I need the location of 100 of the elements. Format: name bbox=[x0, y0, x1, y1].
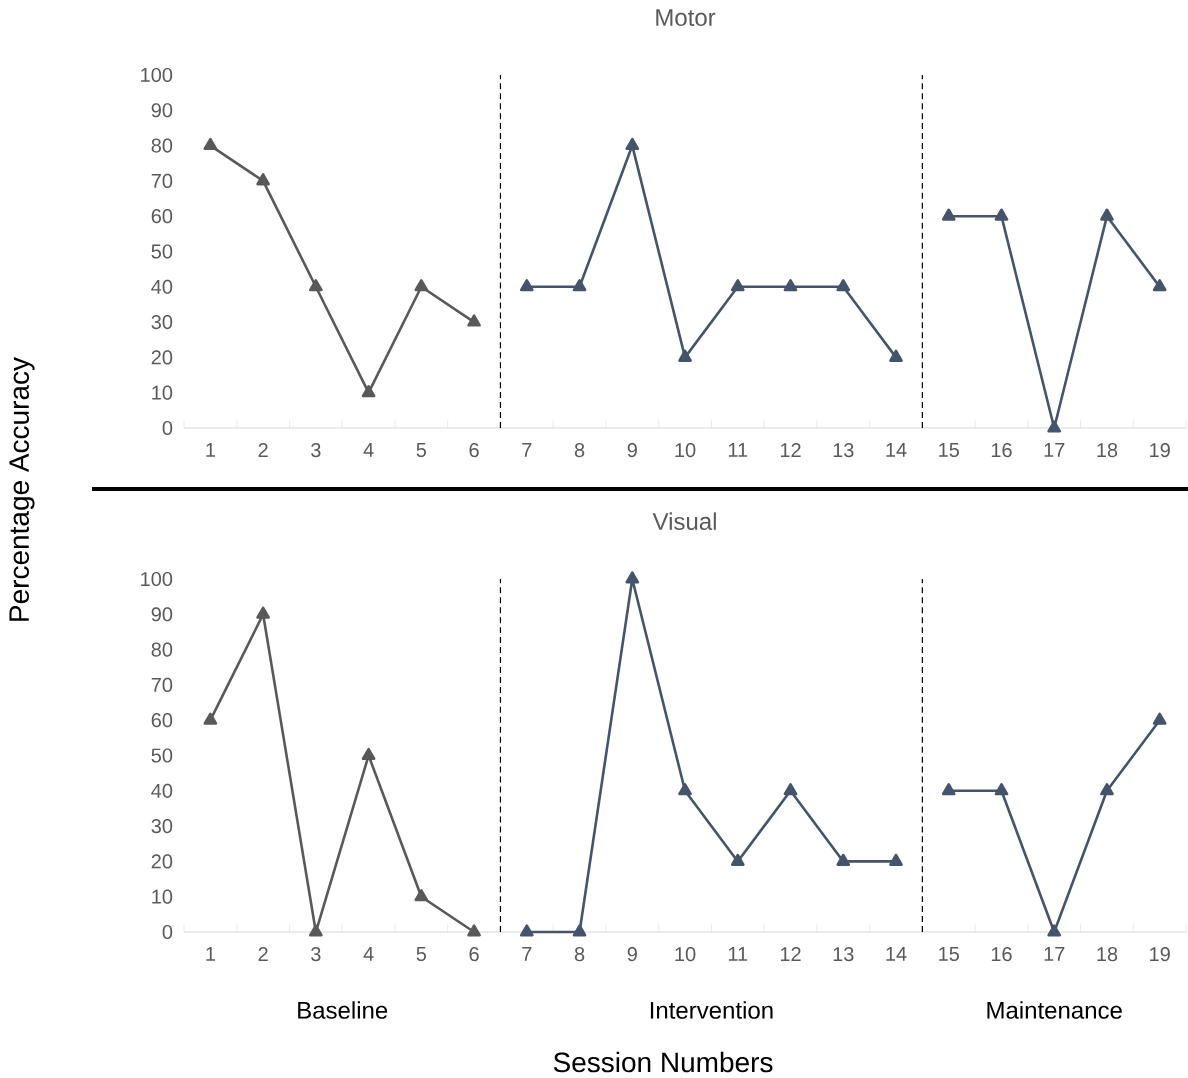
x-tick-label: 19 bbox=[1150, 947, 1170, 962]
point bbox=[625, 137, 640, 151]
point bbox=[361, 747, 376, 760]
point bbox=[994, 783, 1009, 796]
point bbox=[836, 279, 851, 292]
point bbox=[519, 924, 534, 937]
x-axis-title: Session Numbers bbox=[553, 1051, 773, 1073]
chart-title: Visual bbox=[652, 512, 716, 531]
point bbox=[361, 384, 376, 398]
point bbox=[783, 279, 798, 292]
point bbox=[678, 783, 692, 796]
x-tick-label: 3 bbox=[311, 443, 321, 458]
x-tick-label: 10 bbox=[675, 947, 696, 962]
x-tick-label: 15 bbox=[939, 947, 960, 961]
x-tick-label: 14 bbox=[886, 443, 907, 457]
x-tick-label: 1 bbox=[206, 443, 215, 457]
point bbox=[467, 924, 481, 937]
y-axis-title: Percentage Accuracy bbox=[9, 357, 35, 621]
point bbox=[1152, 279, 1167, 292]
x-tick-label: 18 bbox=[1097, 947, 1118, 962]
y-tick-label: 80 bbox=[151, 642, 173, 657]
point bbox=[1047, 420, 1062, 433]
y-tick-label: 50 bbox=[151, 244, 173, 259]
y-tick-label: 90 bbox=[151, 607, 173, 622]
x-tick-label: 3 bbox=[311, 947, 321, 962]
point bbox=[414, 889, 429, 902]
x-tick-label: 7 bbox=[522, 443, 532, 457]
y-tick-label: 40 bbox=[151, 279, 173, 294]
point bbox=[836, 853, 851, 866]
y-tick-label: 90 bbox=[151, 103, 173, 118]
x-tick-label: 1 bbox=[206, 947, 215, 961]
point bbox=[678, 349, 692, 362]
text: Baseline bbox=[298, 1001, 388, 1019]
point bbox=[1100, 208, 1114, 221]
x-tick-label: 13 bbox=[833, 443, 854, 458]
x-tick-label: 14 bbox=[886, 947, 907, 961]
x-tick-label: 5 bbox=[416, 443, 427, 457]
point bbox=[730, 853, 745, 866]
text: Intervention bbox=[650, 1001, 773, 1019]
x-tick-label: 18 bbox=[1097, 443, 1118, 458]
point bbox=[572, 279, 587, 292]
x-tick-label: 6 bbox=[469, 443, 479, 458]
x-tick-label: 11 bbox=[728, 443, 748, 457]
x-tick-label: 4 bbox=[363, 443, 374, 457]
point bbox=[994, 208, 1009, 221]
x-tick-label: 9 bbox=[627, 443, 637, 458]
x-tick-label: 17 bbox=[1044, 443, 1065, 457]
x-tick-label: 9 bbox=[627, 947, 637, 962]
x-tick-label: 8 bbox=[574, 443, 585, 458]
x-tick-label: 4 bbox=[363, 947, 374, 961]
y-tick-label: 100 bbox=[141, 571, 173, 587]
y-tick-label: 40 bbox=[151, 783, 173, 798]
point bbox=[1152, 712, 1167, 725]
x-tick-label: 16 bbox=[991, 443, 1012, 458]
text: Maintenance bbox=[987, 1001, 1122, 1019]
x-tick-label: 17 bbox=[1044, 947, 1065, 961]
point bbox=[625, 571, 640, 584]
x-tick-label: 7 bbox=[522, 947, 532, 961]
point bbox=[309, 924, 323, 937]
y-tick-label: 60 bbox=[151, 713, 173, 728]
point bbox=[309, 279, 323, 292]
point bbox=[783, 783, 798, 796]
chart-title: Motor bbox=[656, 9, 716, 26]
x-tick-label: 5 bbox=[416, 947, 427, 961]
point bbox=[941, 783, 956, 796]
point bbox=[519, 279, 534, 292]
point bbox=[203, 712, 218, 725]
y-tick-label: 10 bbox=[152, 385, 173, 400]
y-tick-label: 0 bbox=[162, 420, 173, 436]
y-tick-label: 20 bbox=[151, 854, 173, 869]
point bbox=[1047, 924, 1062, 937]
x-tick-label: 11 bbox=[728, 947, 748, 961]
x-tick-label: 16 bbox=[991, 947, 1012, 962]
y-tick-label: 0 bbox=[162, 924, 173, 940]
point bbox=[889, 853, 903, 866]
y-tick-label: 30 bbox=[151, 315, 173, 330]
y-tick-label: 60 bbox=[151, 209, 173, 224]
x-tick-label: 8 bbox=[574, 947, 585, 962]
x-tick-label: 12 bbox=[780, 443, 801, 457]
point bbox=[889, 349, 903, 362]
x-tick-label: 10 bbox=[675, 443, 696, 458]
point bbox=[941, 208, 956, 221]
point bbox=[467, 314, 481, 327]
point bbox=[414, 279, 429, 292]
y-tick-label: 70 bbox=[151, 677, 173, 692]
point bbox=[256, 606, 270, 619]
y-tick-label: 20 bbox=[151, 350, 173, 365]
point bbox=[572, 924, 587, 937]
x-tick-label: 13 bbox=[833, 947, 854, 962]
y-tick-label: 10 bbox=[152, 889, 173, 904]
y-tick-label: 100 bbox=[141, 67, 173, 83]
point bbox=[730, 279, 745, 292]
point bbox=[203, 137, 218, 151]
y-tick-label: 50 bbox=[151, 748, 173, 763]
y-tick-label: 30 bbox=[151, 819, 173, 834]
x-tick-label: 15 bbox=[939, 443, 960, 457]
point bbox=[1100, 783, 1114, 796]
x-tick-label: 19 bbox=[1150, 443, 1170, 458]
x-tick-label: 2 bbox=[258, 443, 268, 457]
y-tick-label: 70 bbox=[151, 173, 173, 188]
